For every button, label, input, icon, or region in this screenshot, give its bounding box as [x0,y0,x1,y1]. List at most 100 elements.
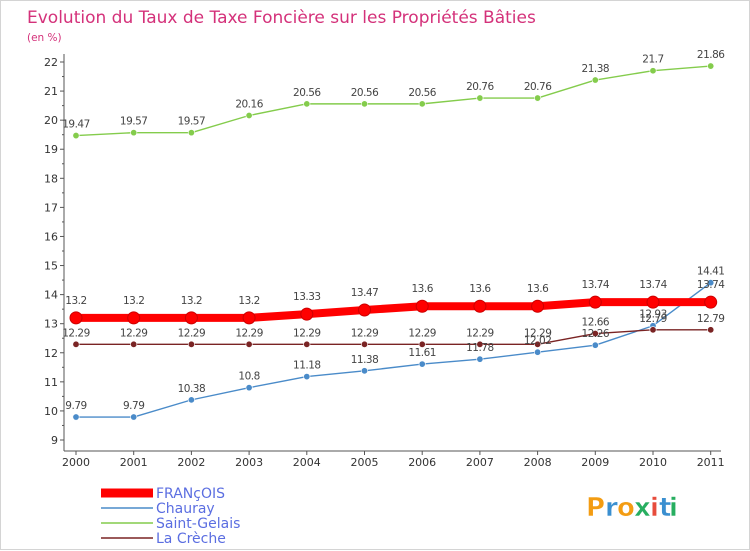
series-point [534,340,542,348]
data-label: 13.6 [469,283,491,295]
data-label: 12.26 [582,328,610,340]
y-tick-label: 15 [44,260,58,273]
data-label: 10.38 [178,383,206,395]
x-tick-label: 2005 [351,456,379,469]
x-tick-label: 2010 [639,456,667,469]
data-label: 13.6 [412,283,434,295]
series-point [649,326,657,334]
series-point [303,373,311,381]
series-point [707,62,715,70]
x-tick-label: 2001 [120,456,148,469]
series-point [704,295,718,309]
legend-label-3: La Crèche [156,531,226,547]
series-point [72,132,80,140]
x-tick-label: 2000 [62,456,90,469]
data-label: 12.29 [408,327,436,339]
x-tick-label: 2007 [466,456,494,469]
data-label: 12.66 [582,317,610,329]
data-label: 12.93 [639,309,667,321]
data-label: 12.79 [639,313,667,325]
y-tick-label: 11 [44,376,58,389]
data-label: 13.33 [293,291,321,303]
data-label: 19.57 [178,116,206,128]
x-tick-label: 2011 [697,456,725,469]
data-label: 12.29 [235,327,263,339]
series-line-2 [75,65,712,137]
series-layer [69,62,718,421]
legend-label-1: Chauray [156,501,215,517]
series-point [591,330,599,338]
series-point [72,340,80,348]
series-point [242,311,256,325]
series-line-1 [75,281,712,418]
data-label: 12.29 [524,327,552,339]
series-point [303,100,311,108]
series-point [591,76,599,84]
series-point [127,311,141,325]
y-tick-label: 13 [44,318,58,331]
series-point [358,303,371,317]
data-label: 13.2 [65,295,86,307]
data-label: 21.38 [582,63,610,75]
data-label: 12.29 [120,327,148,339]
x-tick-label: 2008 [524,456,552,469]
data-label: 10.8 [238,371,259,383]
data-label: 11.18 [293,360,321,372]
series-line-3 [75,329,712,346]
series-point [418,340,426,348]
series-point [531,299,545,313]
data-label: 12.29 [351,327,379,339]
series-point [187,129,195,137]
series-point [69,311,83,325]
series-line-0 [72,298,715,322]
data-label: 13.47 [351,287,379,299]
data-label: 20.56 [351,87,379,99]
y-tick-label: 22 [44,56,58,69]
series-point [187,396,195,404]
data-label: 14.41 [697,266,725,278]
data-label: 13.2 [181,295,202,307]
data-label: 13.74 [582,279,610,291]
y-tick-label: 14 [44,289,58,302]
data-label: 20.56 [293,87,321,99]
logo-letter: r [605,493,618,523]
legend-label-0: FRANçOIS [156,486,225,502]
series-point [534,348,542,356]
data-label: 19.57 [120,116,148,128]
data-label: 12.29 [62,327,90,339]
data-label: 21.86 [697,49,725,61]
series-point [591,341,599,349]
y-tick-label: 20 [44,114,58,127]
series-point [360,367,368,375]
axes: 9 10 11 12 13 14 15 16 17 18 19 20 21 22 2000 2001 2002 2… [44,54,725,469]
data-label: 12.29 [178,327,206,339]
y-tick-label: 9 [51,434,58,447]
series-point [707,326,715,334]
x-tick-label: 2004 [293,456,321,469]
logo-letter: P [586,493,605,523]
data-label: 11.61 [408,347,436,359]
data-label: 12.79 [697,313,725,325]
series-point [187,340,195,348]
y-tick-label: 10 [44,405,58,418]
y-tick-label: 21 [44,85,58,98]
series-point [360,340,368,348]
data-label: 13.2 [123,295,144,307]
data-label: 12.29 [293,327,321,339]
series-point [476,94,484,102]
x-tick-label: 2009 [581,456,609,469]
series-point [72,413,80,421]
y-tick-label: 19 [44,143,58,156]
data-label: 13.74 [697,279,725,291]
series-point [649,67,657,75]
series-point [130,129,138,137]
series-point [473,299,487,313]
series-point [418,100,426,108]
logo-letter: i [650,493,659,523]
x-tick-label: 2006 [408,456,436,469]
series-point [418,360,426,368]
series-point [360,100,368,108]
data-label: 21.7 [642,54,663,66]
series-point [184,311,198,325]
